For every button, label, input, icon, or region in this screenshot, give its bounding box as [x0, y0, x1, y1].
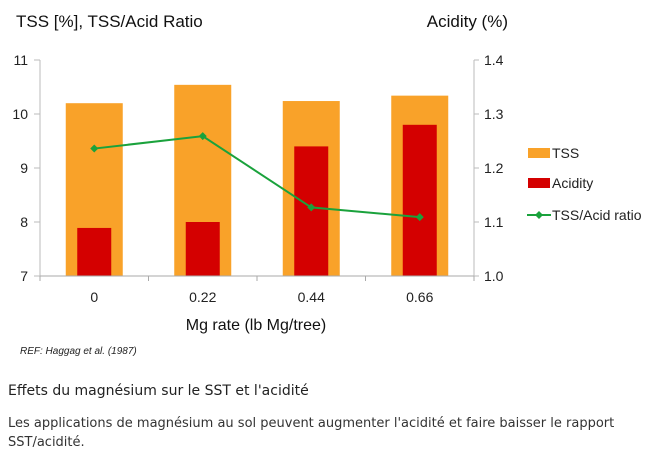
acidity-bar — [402, 124, 437, 276]
legend-label: TSS/Acid ratio — [552, 207, 642, 223]
y2-tick-label: 1.0 — [484, 268, 504, 284]
section-heading: Effets du magnésium sur le SST et l'acid… — [8, 383, 309, 399]
chart: TSS [%], TSS/Acid Ratio Acidity (%) Mg r… — [12, 12, 642, 334]
acidity-bar — [185, 222, 220, 276]
y2-tick-label: 1.3 — [484, 106, 504, 122]
x-tick-label: 0.66 — [406, 289, 433, 305]
y2-tick-label: 1.1 — [484, 214, 504, 230]
x-tick-label: 0.22 — [189, 289, 216, 305]
ratio-point — [198, 132, 207, 141]
legend-label: Acidity — [552, 175, 593, 191]
y-tick-label: 10 — [12, 106, 28, 122]
y-tick-label: 9 — [20, 160, 28, 176]
y-axis-title: TSS [%], TSS/Acid Ratio — [16, 12, 203, 31]
legend-ratio-marker — [535, 211, 543, 219]
ratio-point — [307, 203, 316, 212]
x-tick-label: 0 — [90, 289, 98, 305]
reference: REF: Haggag et al. (1987) — [20, 346, 137, 357]
x-axis-title: Mg rate (lb Mg/tree) — [186, 317, 326, 334]
description: Les applications de magnésium au sol peu… — [8, 416, 615, 450]
y2-axis-title: Acidity (%) — [427, 12, 508, 31]
y-tick-label: 11 — [13, 52, 28, 68]
ratio-point — [415, 213, 424, 222]
x-tick-label: 0.44 — [298, 289, 325, 305]
ratio-point — [90, 144, 99, 153]
ratio-line — [94, 135, 420, 219]
y2-tick-label: 1.2 — [484, 160, 504, 176]
legend-tss-swatch — [528, 148, 550, 158]
y-tick-label: 7 — [20, 268, 28, 284]
acidity-bar — [77, 227, 112, 276]
y2-tick-label: 1.4 — [484, 52, 504, 68]
y-tick-label: 8 — [20, 214, 28, 230]
legend-acidity-swatch — [528, 178, 550, 188]
legend-label: TSS — [552, 145, 579, 161]
